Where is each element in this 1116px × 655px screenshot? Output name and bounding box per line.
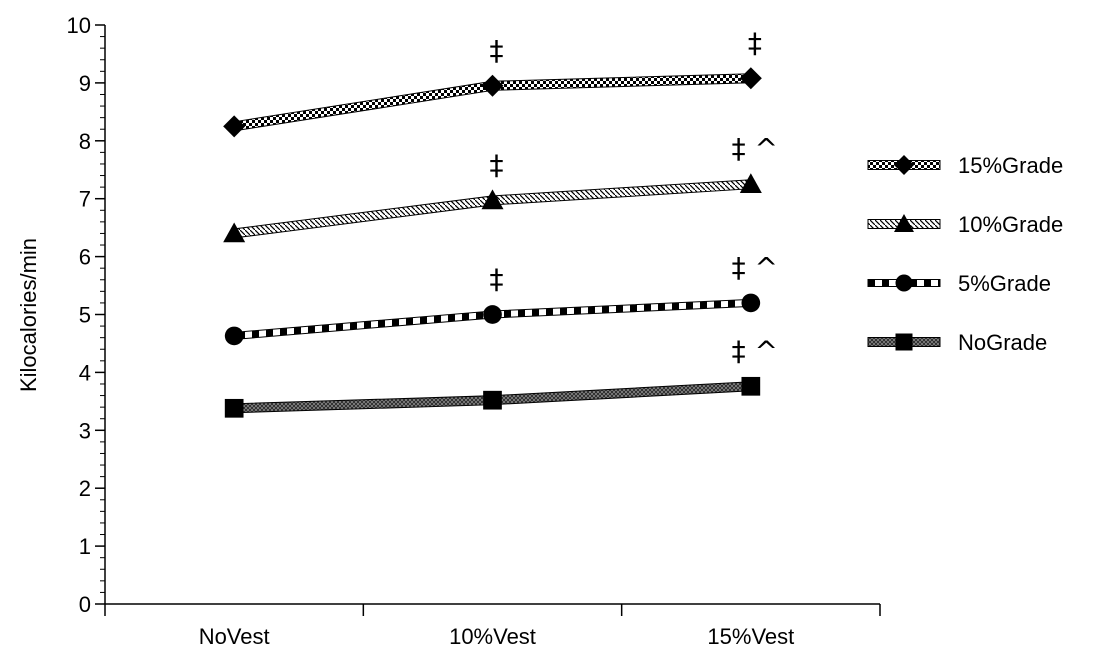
series-line-segment (491, 73, 752, 91)
triangle-marker (894, 214, 914, 232)
circle-marker (224, 326, 244, 346)
series-line-segment (491, 381, 752, 406)
y-tick-label: 2 (79, 476, 91, 501)
y-tick-label: 1 (79, 534, 91, 559)
circle-marker (483, 305, 502, 324)
axes: 0 1 2 3 4 5 6 7 8 9 10 NoVest 10%Vest 15%Vest (67, 13, 881, 649)
y-tick-label: 10 (67, 13, 91, 38)
y-tick-label: 0 (79, 592, 91, 617)
series-15-grade (223, 67, 762, 138)
x-tick-label: 10%Vest (449, 624, 536, 649)
y-tick-label: 9 (79, 71, 91, 96)
y-axis-title: Kilocalories/min (16, 238, 41, 392)
y-tick-label: 7 (79, 187, 91, 212)
series-nograde (224, 376, 761, 418)
series-line-segment (232, 80, 494, 132)
significance-annotation: ‡ (490, 263, 504, 296)
legend-label: 15%Grade (958, 153, 1063, 178)
square-marker (224, 398, 244, 418)
diamond-marker (481, 74, 504, 97)
legend-label: 5%Grade (958, 271, 1051, 296)
square-marker (741, 376, 761, 396)
diamond-marker (223, 115, 246, 138)
significance-annotation: ‡ ^ (732, 251, 778, 284)
series-line-segment (233, 395, 494, 414)
x-tick-label: 15%Vest (707, 624, 794, 649)
triangle-marker (223, 222, 246, 243)
significance-annotation: ‡ (490, 148, 504, 181)
significance-annotation: ‡ ^ (732, 334, 778, 367)
legend-label: 10%Grade (958, 212, 1063, 237)
triangle-marker (739, 173, 762, 194)
significance-annotation: ‡ ^ (732, 132, 778, 165)
square-marker (483, 390, 502, 410)
circle-marker (741, 293, 761, 313)
y-tick-label: 3 (79, 418, 91, 443)
series-layer (223, 67, 762, 418)
square-marker (895, 333, 913, 351)
legend-label: NoGrade (958, 330, 1047, 355)
legend-item: 15%Grade (867, 153, 1063, 178)
series-line-segment (491, 179, 752, 206)
significance-annotation: ‡ (490, 34, 504, 67)
legend-item: NoGrade (867, 330, 1047, 355)
legend-item: 5%Grade (867, 271, 1051, 296)
legend-item: 10%Grade (867, 212, 1063, 237)
triangle-marker (481, 189, 504, 210)
series-10-grade (223, 173, 762, 243)
x-tick-label: NoVest (199, 624, 270, 649)
series-line-segment (491, 298, 752, 319)
legend: 15%Grade 10%Grade 5%Grade NoGrade (867, 153, 1063, 355)
diamond-marker (894, 155, 914, 175)
series-5-grade (224, 293, 761, 346)
y-tick-label: 6 (79, 245, 91, 270)
annotation-layer: ‡ ‡ ‡ ‡ ^ ‡ ‡ ^ ‡ ^ (490, 26, 779, 367)
y-tick-label: 4 (79, 360, 91, 385)
y-tick-label: 5 (79, 303, 91, 328)
diamond-marker (739, 67, 762, 90)
series-line-segment (233, 195, 494, 239)
y-tick-label: 8 (79, 129, 91, 154)
significance-annotation: ‡ (748, 26, 762, 59)
series-line-segment (233, 310, 494, 340)
circle-marker (895, 274, 913, 292)
